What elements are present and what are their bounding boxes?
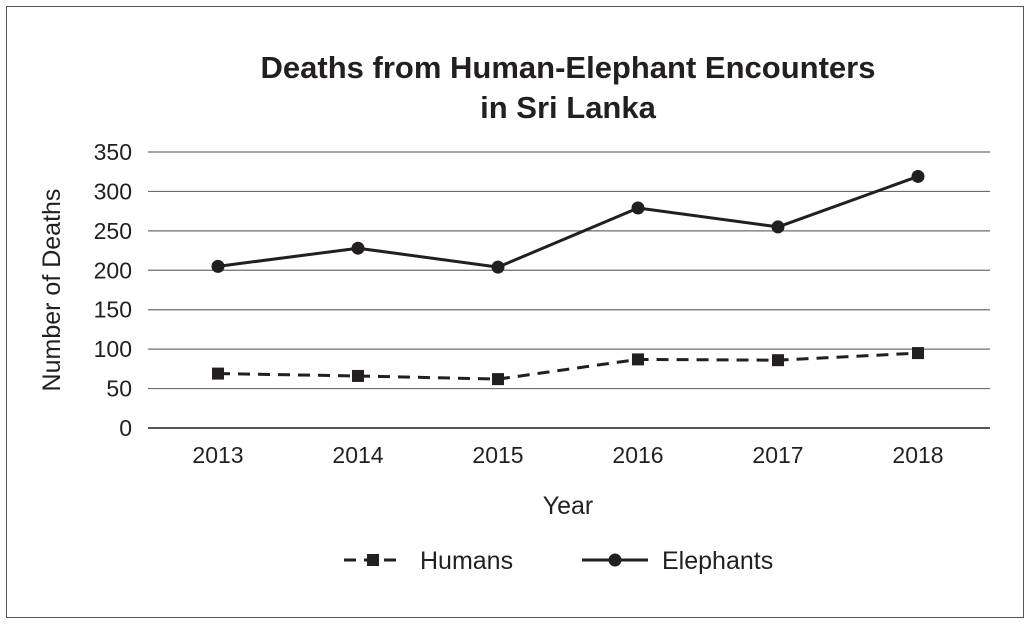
- legend-marker-humans: [367, 554, 379, 566]
- y-tick-label: 150: [94, 297, 132, 323]
- legend-item-elephants: Elephants: [582, 547, 773, 575]
- chart-title-line-1: Deaths from Human-Elephant Encounters: [261, 50, 876, 85]
- y-tick-label: 250: [94, 218, 132, 244]
- grid-lines: [148, 151, 990, 429]
- x-tick-label: 2013: [192, 442, 243, 468]
- chart-title-line-2: in Sri Lanka: [480, 90, 656, 125]
- data-point-elephants-2015: [491, 260, 505, 274]
- data-point-elephants-2014: [351, 241, 365, 255]
- data-point-humans-2016: [632, 353, 644, 366]
- y-tick-label: 0: [119, 415, 132, 441]
- y-tick-label: 350: [94, 139, 132, 165]
- data-point-humans-2013: [212, 367, 224, 380]
- y-axis-label: Number of Deaths: [38, 189, 66, 392]
- y-tick-label: 50: [106, 376, 132, 402]
- data-point-humans-2015: [492, 373, 504, 386]
- x-tick-label: 2014: [332, 442, 383, 468]
- legend-label-elephants: Elephants: [662, 547, 773, 575]
- chart-frame: [6, 6, 1024, 618]
- x-axis-ticks: 2013 2014 2015 2016 2017 2018: [192, 442, 943, 468]
- x-tick-label: 2018: [892, 442, 943, 468]
- y-tick-label: 100: [94, 336, 132, 362]
- x-tick-label: 2015: [472, 442, 523, 468]
- legend-item-humans: Humans: [344, 547, 513, 575]
- data-point-humans-2018: [912, 347, 924, 360]
- legend-marker-elephants: [608, 553, 622, 567]
- x-axis-label: Year: [543, 492, 594, 520]
- chart-title: Deaths from Human-Elephant Encounters in…: [261, 50, 876, 125]
- data-point-elephants-2016: [631, 201, 645, 215]
- data-point-humans-2017: [772, 354, 784, 367]
- data-point-elephants-2013: [211, 259, 225, 273]
- y-tick-label: 300: [94, 178, 132, 204]
- series: [211, 169, 925, 386]
- y-tick-label: 200: [94, 257, 132, 283]
- x-tick-label: 2017: [752, 442, 803, 468]
- legend-label-humans: Humans: [420, 547, 513, 575]
- legend: Humans Elephants: [344, 547, 773, 575]
- series-line-humans: [217, 351, 919, 381]
- series-line-elephants: [217, 175, 919, 269]
- data-point-humans-2014: [352, 369, 364, 382]
- y-axis-ticks: 0 50 100 150 200 250 300 350: [94, 139, 132, 441]
- x-tick-label: 2016: [612, 442, 663, 468]
- data-point-elephants-2017: [771, 220, 785, 234]
- data-point-elephants-2018: [911, 169, 925, 183]
